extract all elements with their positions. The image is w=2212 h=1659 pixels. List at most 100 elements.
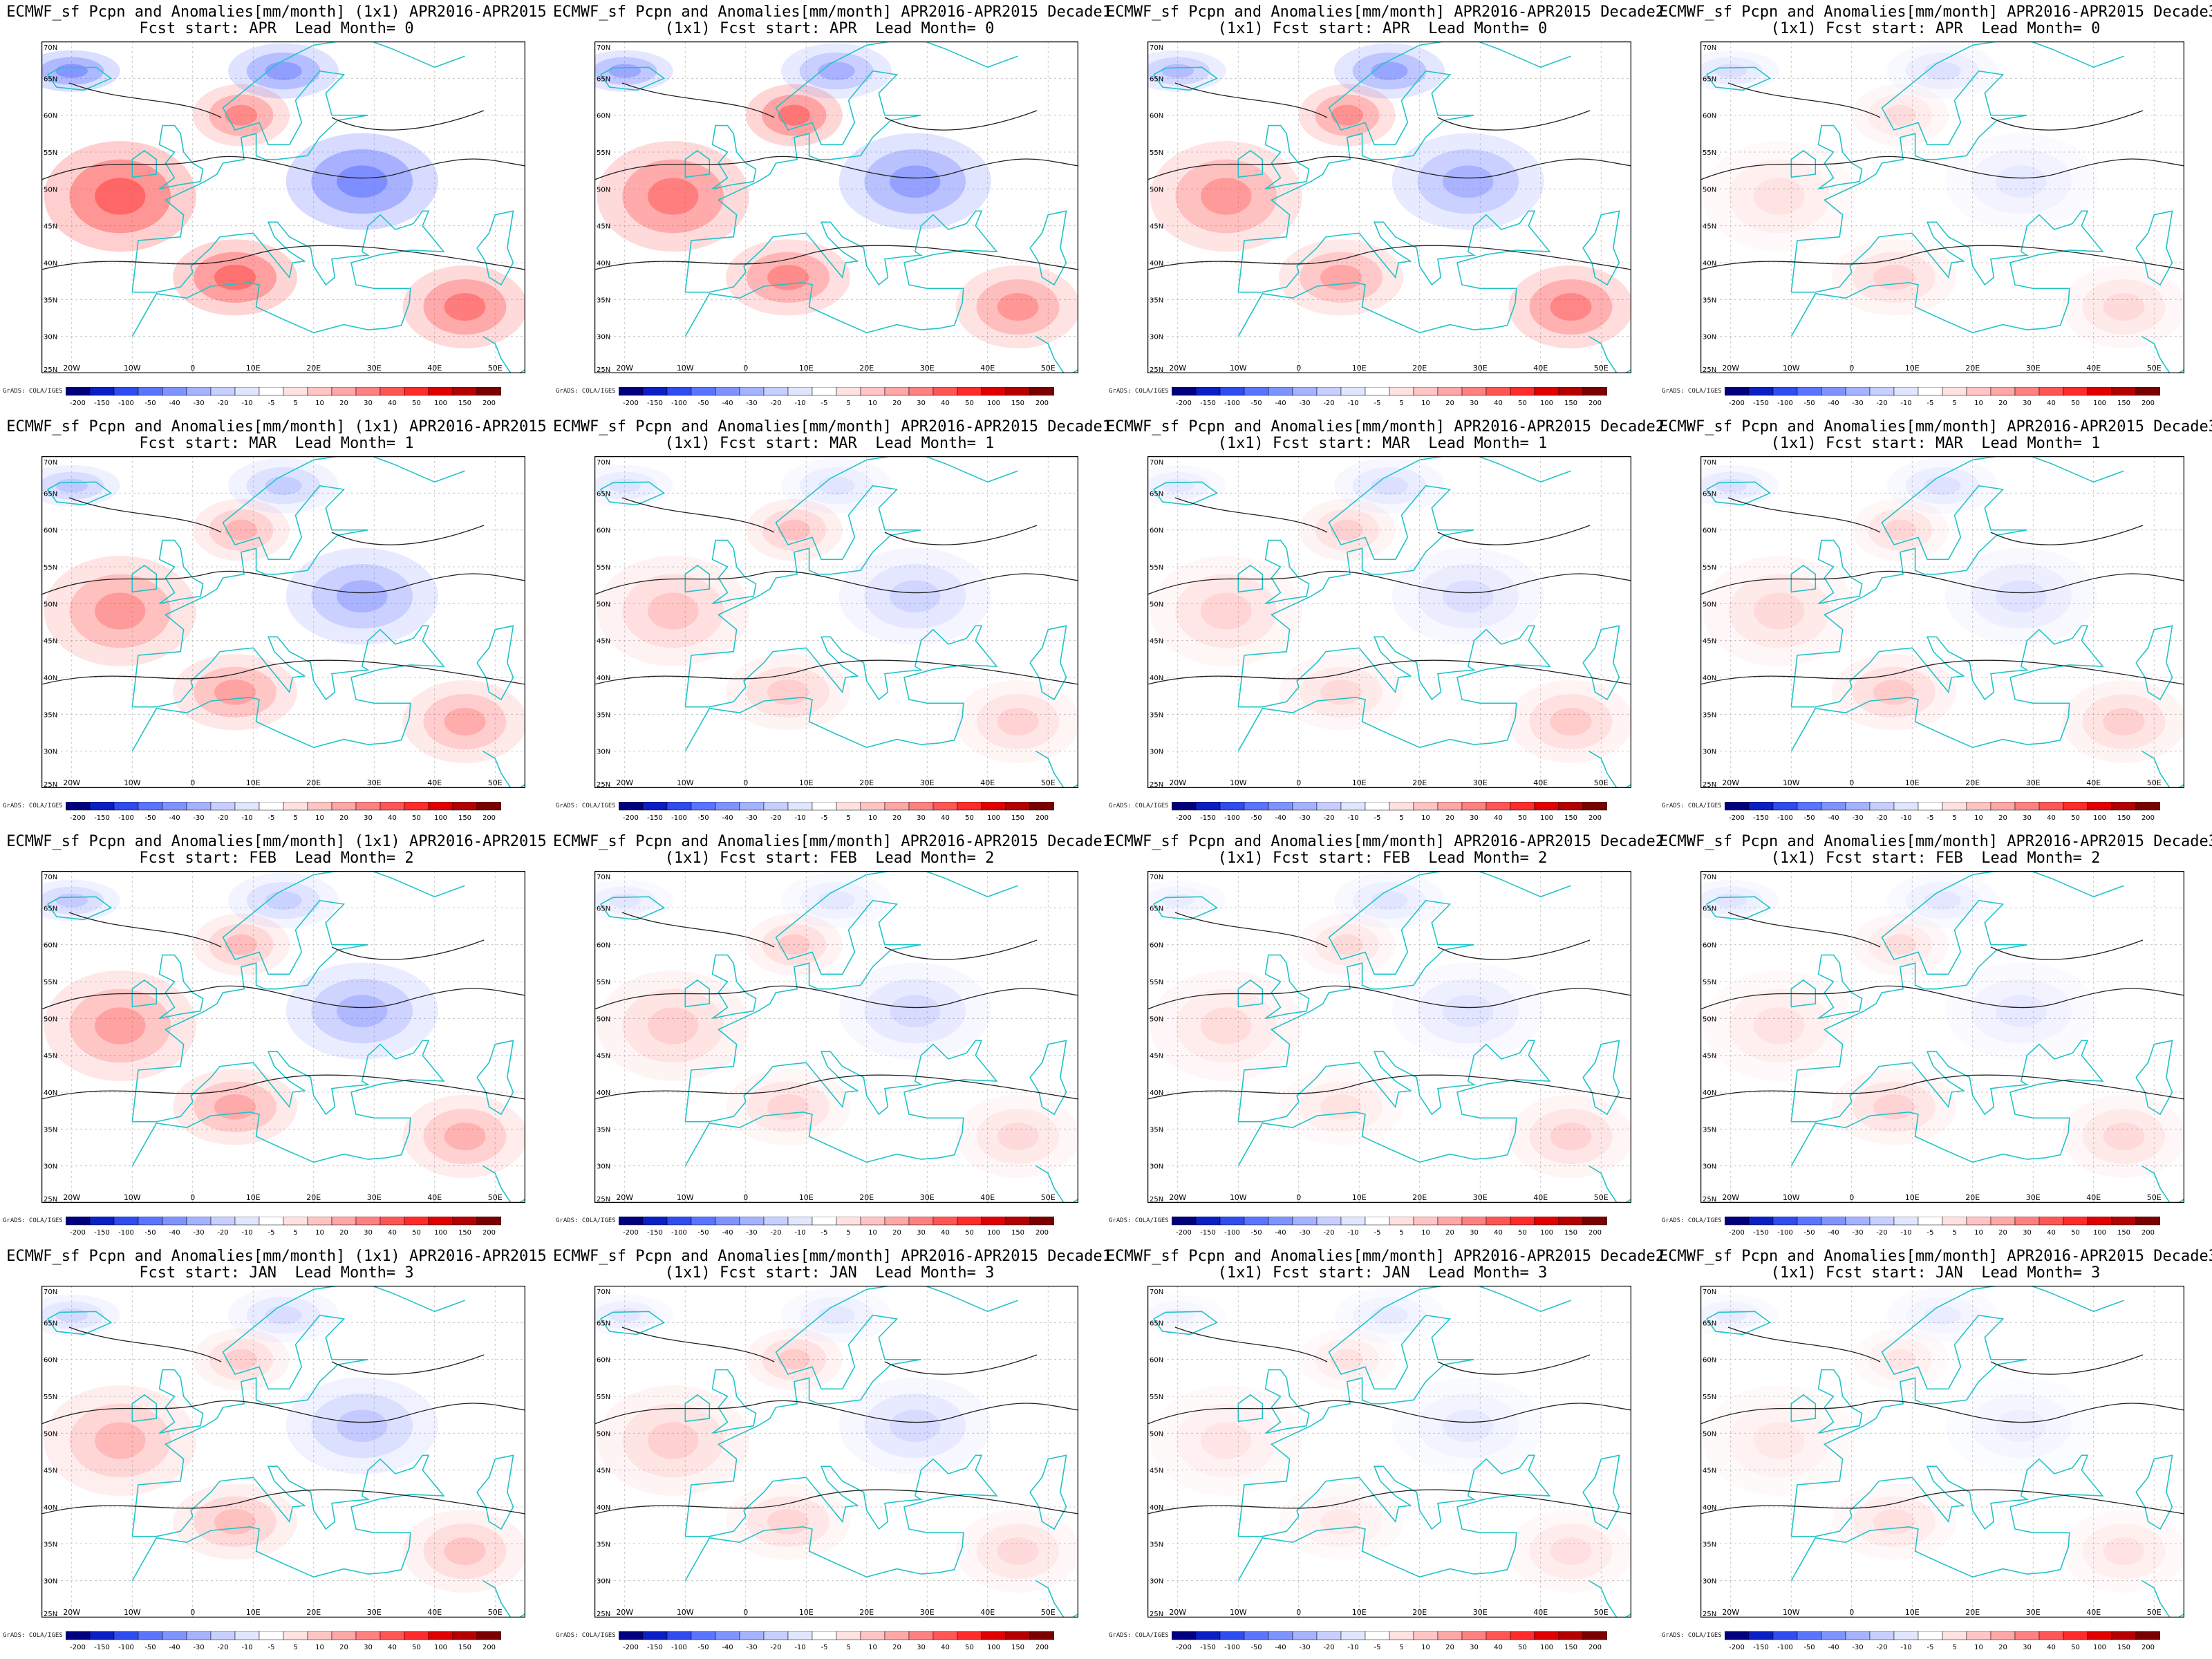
colorbar-label: 30 bbox=[1470, 1644, 1479, 1651]
positive-anomaly-area bbox=[1873, 1509, 1915, 1535]
precip-contour bbox=[594, 245, 1078, 270]
positive-anomaly-area bbox=[423, 1109, 507, 1164]
colorbar-label: -20 bbox=[1876, 814, 1888, 822]
positive-anomaly-area bbox=[745, 84, 843, 147]
lat-tick-label: 70N bbox=[44, 459, 57, 467]
positive-anomaly-area bbox=[214, 679, 256, 705]
precip-contour bbox=[41, 1400, 525, 1425]
coastline bbox=[600, 1311, 666, 1335]
colorbar-swatch bbox=[210, 1631, 236, 1640]
colorbar-label: -150 bbox=[647, 1644, 663, 1651]
colorbar-swatch bbox=[884, 1217, 910, 1226]
precip-contour bbox=[331, 939, 485, 960]
lon-tick-label: 10W bbox=[1230, 1193, 1247, 1202]
negative-anomaly-area bbox=[41, 886, 104, 915]
coastline bbox=[131, 871, 465, 1122]
map-frame bbox=[41, 1286, 525, 1618]
positive-anomaly-area bbox=[1315, 1338, 1380, 1380]
colorbar-swatch bbox=[787, 387, 813, 396]
lat-tick-label: 40N bbox=[597, 260, 610, 268]
negative-anomaly-area bbox=[608, 893, 641, 908]
colorbar-swatch bbox=[379, 802, 405, 811]
lon-tick-label: 40E bbox=[2086, 1193, 2101, 1202]
colorbar-swatch bbox=[836, 1631, 861, 1640]
colorbar-label: 20 bbox=[892, 1644, 901, 1651]
negative-anomaly-area bbox=[890, 580, 941, 612]
negative-anomaly-area bbox=[1924, 1306, 1961, 1324]
panel-title-line1: ECMWF_sf Pcpn and Anomalies[mm/month] AP… bbox=[1659, 3, 2212, 21]
positive-anomaly-area bbox=[1853, 252, 1936, 303]
lat-tick-label: 30N bbox=[1150, 1578, 1163, 1586]
positive-anomaly-area bbox=[1853, 1081, 1936, 1132]
colorbar-label: 30 bbox=[1470, 400, 1479, 407]
colorbar-swatch bbox=[1029, 1217, 1054, 1226]
lat-tick-label: 65N bbox=[44, 905, 57, 912]
colorbar-label: 200 bbox=[2141, 1644, 2155, 1651]
precip-contour bbox=[68, 912, 222, 948]
positive-anomaly-area bbox=[1320, 679, 1362, 705]
negative-anomaly-area bbox=[1147, 886, 1210, 915]
negative-anomaly-area bbox=[265, 891, 302, 910]
colorbar-swatch bbox=[1582, 802, 1607, 811]
coastline bbox=[1264, 539, 1310, 605]
positive-anomaly-area bbox=[402, 1510, 525, 1593]
colorbar-label: -30 bbox=[746, 814, 758, 822]
colorbar-label: -200 bbox=[70, 814, 86, 822]
negative-anomaly-area bbox=[1714, 478, 1747, 493]
lon-tick-label: 20W bbox=[616, 1608, 633, 1617]
lon-tick-label: 10E bbox=[799, 1193, 814, 1202]
positive-anomaly-area bbox=[95, 1422, 146, 1459]
colorbar-label: -10 bbox=[794, 814, 806, 822]
colorbar-label: -200 bbox=[623, 400, 639, 407]
grads-credit: GrADS: COLA/IGES bbox=[1109, 803, 1169, 809]
negative-anomaly-area bbox=[1147, 465, 1226, 507]
colorbar-swatch bbox=[1558, 1631, 1584, 1640]
positive-anomaly-area bbox=[1728, 988, 1830, 1063]
lat-tick-label: 50N bbox=[44, 186, 57, 194]
colorbar-label: 5 bbox=[293, 400, 298, 407]
negative-anomaly-area bbox=[864, 564, 966, 629]
colorbar-swatch bbox=[1510, 387, 1535, 396]
panel-title-line2: (1x1) Fcst start: APR Lead Month= 0 bbox=[664, 20, 995, 37]
positive-anomaly-area bbox=[976, 694, 1060, 749]
colorbar-label: -20 bbox=[217, 1644, 229, 1651]
colorbar-label: 150 bbox=[2117, 1644, 2131, 1651]
map-frame bbox=[1700, 1286, 2184, 1618]
colorbar-label: 30 bbox=[364, 814, 373, 822]
map-panel: ECMWF_sf Pcpn and Anomalies[mm/month] AP… bbox=[1106, 0, 1665, 415]
colorbar-swatch bbox=[957, 1631, 982, 1640]
colorbar-swatch bbox=[2135, 802, 2160, 811]
colorbar-swatch bbox=[2014, 387, 2040, 396]
precip-contour bbox=[621, 1327, 775, 1362]
lon-tick-label: 40E bbox=[1533, 1608, 1548, 1617]
colorbar-swatch bbox=[1990, 1631, 2016, 1640]
positive-anomaly-area bbox=[648, 178, 699, 215]
lon-tick-label: 0 bbox=[190, 1608, 195, 1617]
colorbar-swatch bbox=[812, 802, 837, 811]
colorbar-label: 200 bbox=[1035, 400, 1049, 407]
negative-anomaly-area bbox=[1905, 1297, 1980, 1334]
colorbar-label: -50 bbox=[1803, 1229, 1815, 1237]
negative-anomaly-area bbox=[1714, 1308, 1747, 1322]
positive-anomaly-area bbox=[1884, 104, 1917, 126]
colorbar-label: 100 bbox=[2092, 1644, 2107, 1651]
colorbar-label: -200 bbox=[1729, 1229, 1745, 1237]
panel-title: ECMWF_sf Pcpn and Anomalies[mm/month] AP… bbox=[553, 834, 1112, 867]
colorbar-label: 10 bbox=[1421, 1644, 1430, 1651]
colorbar-label: 10 bbox=[1421, 1229, 1430, 1237]
coastline bbox=[1582, 1454, 1620, 1530]
lat-tick-label: 40N bbox=[1150, 260, 1163, 268]
negative-anomaly-area bbox=[1417, 564, 1519, 629]
colorbar-swatch bbox=[1534, 1631, 1559, 1640]
colorbar-label: 150 bbox=[1011, 1644, 1025, 1651]
coastline bbox=[476, 1454, 514, 1530]
colorbar-label: -5 bbox=[1927, 1644, 1934, 1651]
colorbar-label: 5 bbox=[846, 1229, 851, 1237]
lat-tick-label: 55N bbox=[44, 564, 57, 572]
positive-anomaly-area bbox=[767, 1094, 809, 1120]
positive-anomaly-area bbox=[1508, 265, 1631, 348]
lon-tick-label: 10E bbox=[799, 364, 814, 373]
colorbar-swatch bbox=[1582, 1631, 1607, 1640]
lat-tick-label: 35N bbox=[597, 1541, 610, 1548]
lat-tick-label: 50N bbox=[1703, 601, 1716, 608]
